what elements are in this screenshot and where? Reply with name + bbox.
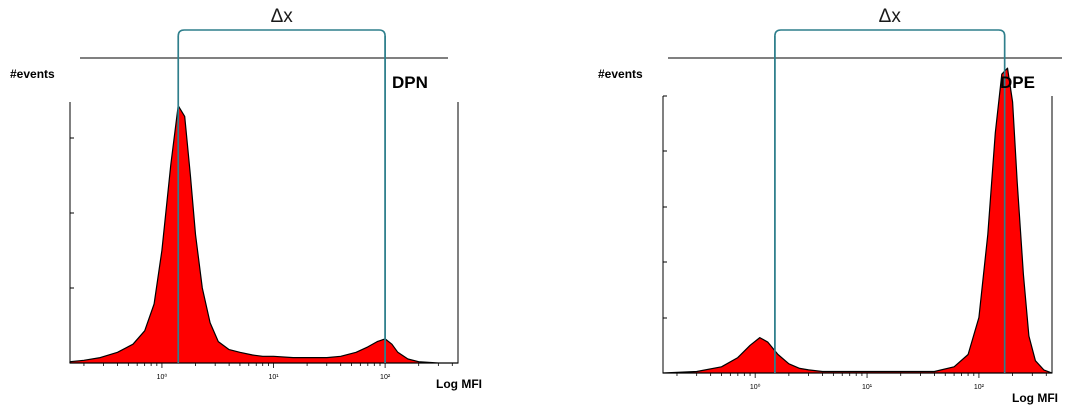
- delta-bracket: [177, 29, 386, 363]
- histogram-area: [69, 105, 459, 364]
- x-axis-label: Log MFI: [436, 377, 482, 391]
- delta-label: Δx: [271, 6, 294, 27]
- histogram-panel-dpe: 10⁰ 10¹ 10² Δx #events DPE Log MFI: [598, 6, 1062, 405]
- delta-bracket: [774, 29, 1006, 373]
- histogram-panel-dpn: 10⁰ 10¹ 10² Δx #events DPN Log MFI: [10, 6, 482, 391]
- panel-label: DPN: [392, 73, 428, 92]
- histogram-area: [662, 67, 1053, 374]
- y-axis-label: #events: [598, 67, 643, 81]
- delta-label: Δx: [879, 6, 902, 27]
- x-tick-label: 10⁰: [750, 383, 761, 391]
- x-tick-label: 10¹: [268, 374, 279, 381]
- x-tick-label: 10²: [380, 374, 391, 381]
- x-tick-label: 10²: [974, 384, 985, 391]
- panel-label: DPE: [1000, 73, 1035, 92]
- x-tick-label: 10¹: [862, 384, 873, 391]
- y-axis-label: #events: [10, 67, 55, 81]
- x-axis-label: Log MFI: [1012, 391, 1058, 405]
- x-tick-label: 10⁰: [157, 373, 168, 381]
